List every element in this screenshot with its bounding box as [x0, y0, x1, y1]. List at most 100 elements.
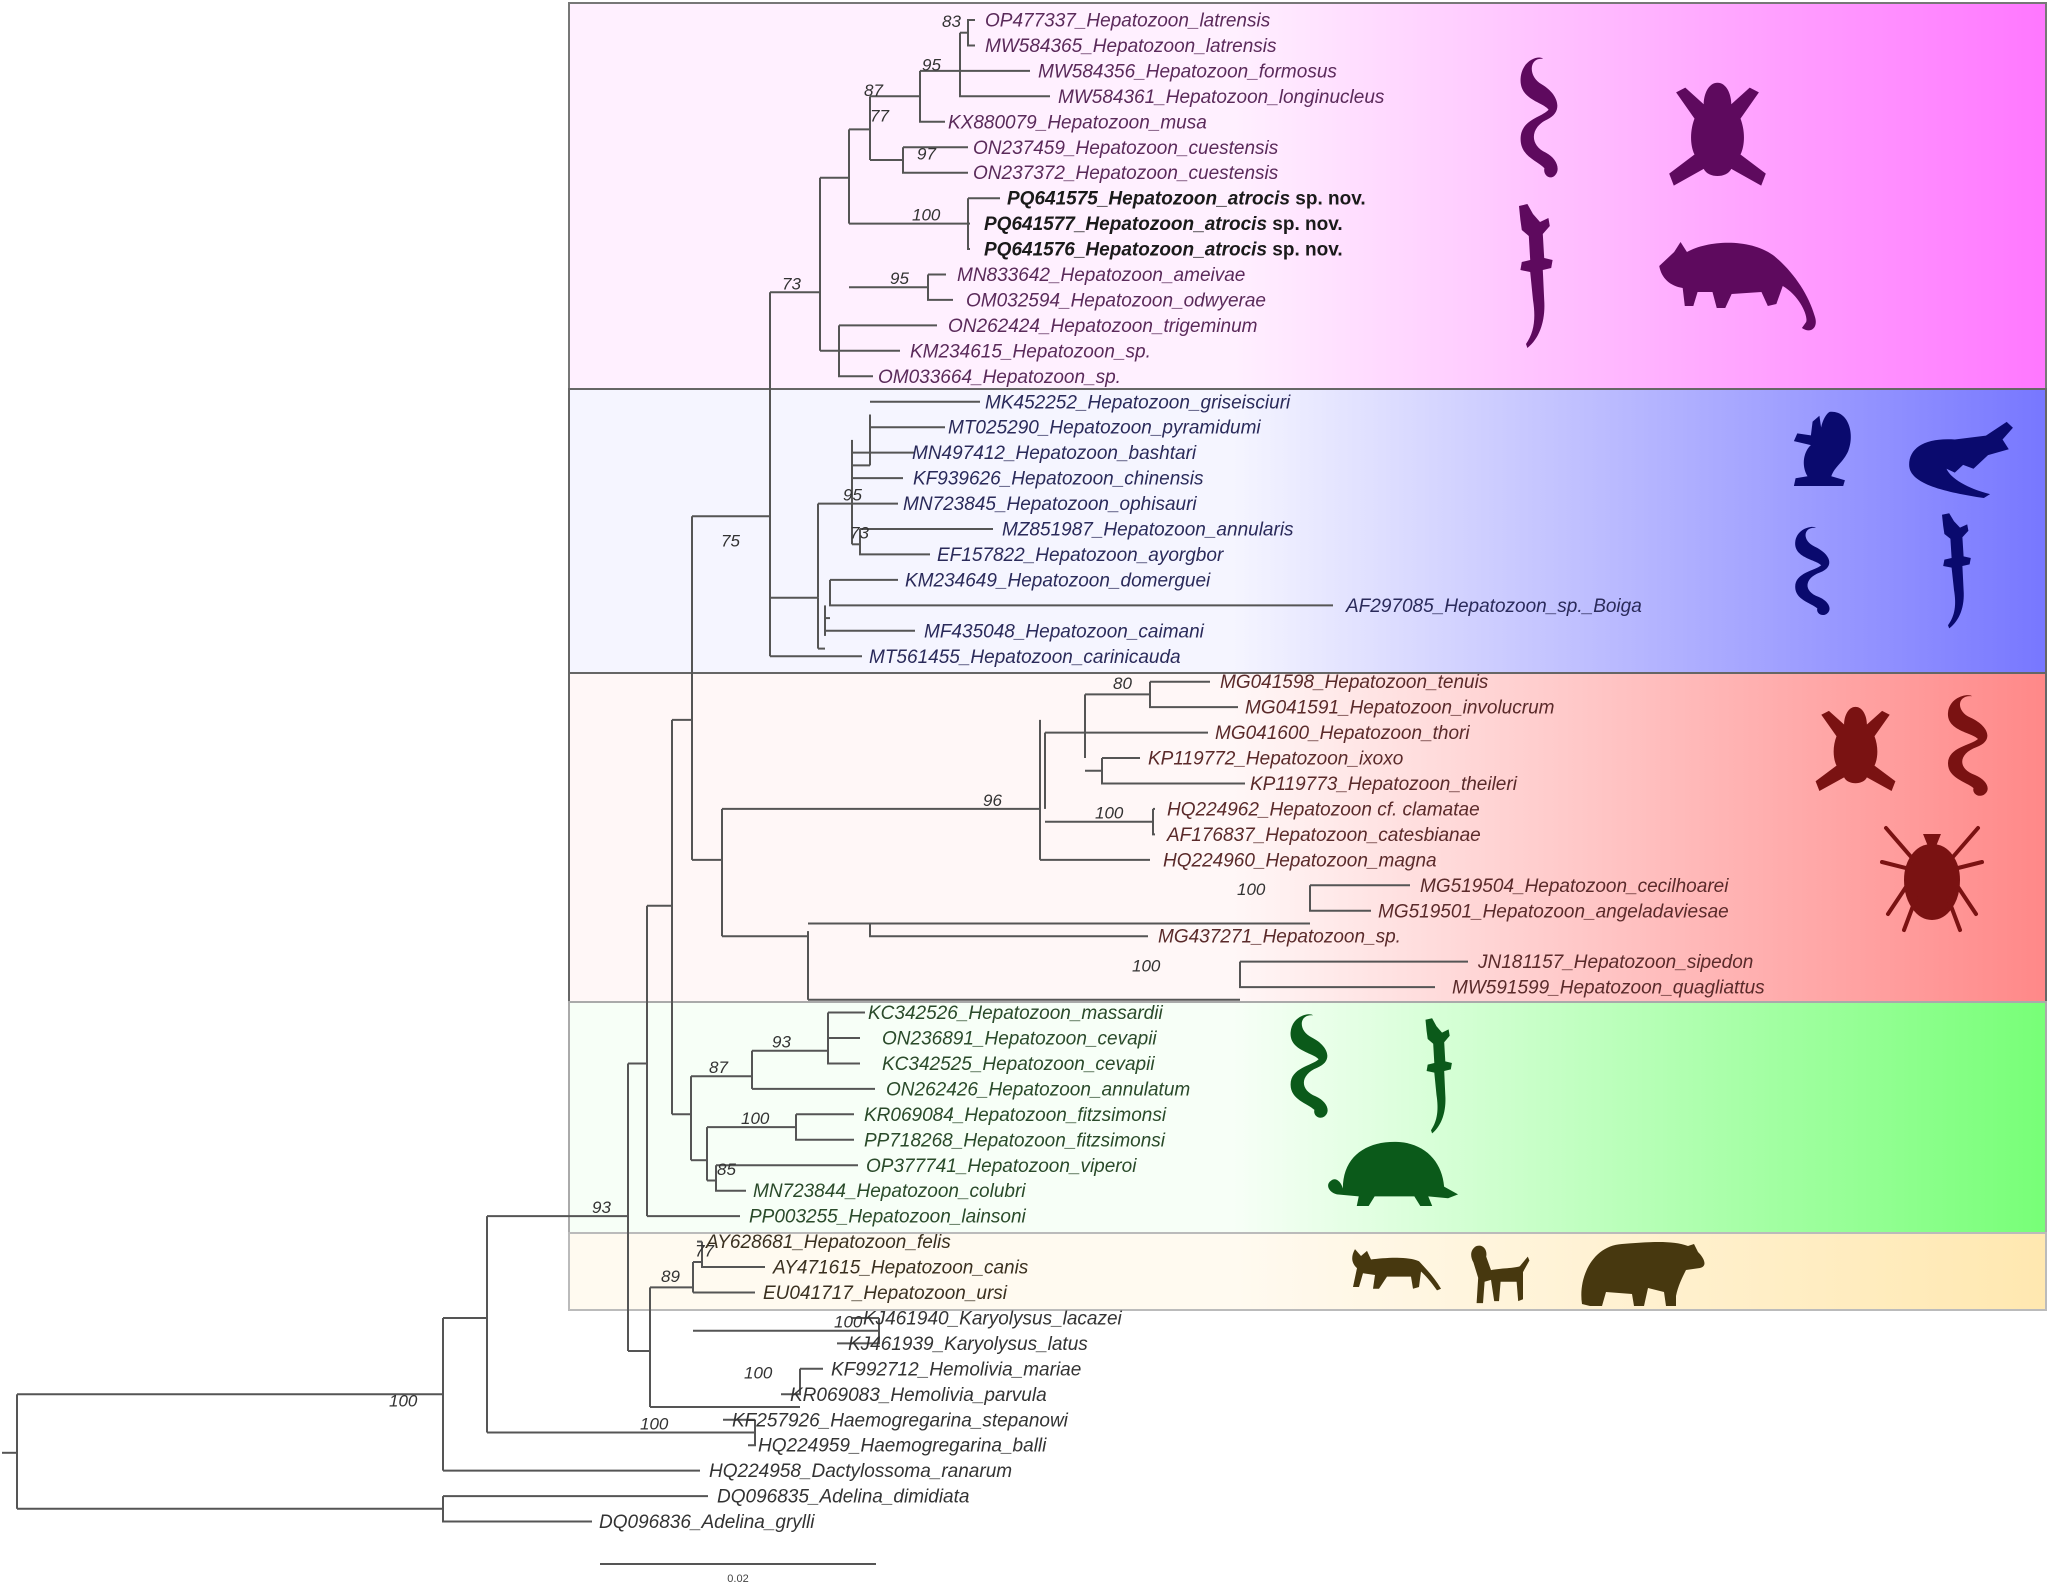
support-value: 77 [695, 1241, 714, 1260]
branch [927, 274, 953, 301]
leaf-label: PP003255_Hepatozoon_lainsoni [749, 1207, 1027, 1228]
leaf-label: MG437271_Hepatozoon_sp. [1158, 927, 1401, 948]
leaf-label: KF939626_Hepatozoon_chinensis [913, 469, 1204, 490]
support-value: 87 [709, 1058, 728, 1077]
leaf-label: DQ096835_Adelina_dimidiata [717, 1487, 969, 1508]
leaf-label: MN497412_Hepatozoon_bashtari [912, 443, 1197, 464]
lizard-icon [1942, 513, 1971, 629]
snake-icon [1520, 57, 1558, 178]
squirrel-icon [1793, 411, 1851, 487]
support-value: 100 [834, 1313, 863, 1332]
leaf-label: PQ641575_Hepatozoon_atrocis sp. nov. [1007, 189, 1366, 210]
support-value: 73 [850, 524, 869, 543]
branch [1149, 681, 1238, 709]
leaf-label: AF297085_Hepatozoon_sp._Boiga [1345, 596, 1642, 617]
leaf-label: KC342526_Hepatozoon_massardii [868, 1003, 1163, 1024]
leaf-label: MN833642_Hepatozoon_ameivae [957, 265, 1245, 286]
scale-bar: 0.02 [600, 1563, 876, 1585]
leaf-label: EU041717_Hepatozoon_ursi [763, 1283, 1008, 1304]
support-value: 100 [640, 1415, 669, 1434]
snake-icon [1795, 526, 1830, 616]
leaf-label: ON237459_Hepatozoon_cuestensis [973, 138, 1279, 159]
tortoise-icon [1328, 1141, 1459, 1207]
branch [829, 579, 1333, 607]
support-value: 87 [864, 81, 883, 100]
leaf-label: AY628681_Hepatozoon_felis [705, 1232, 951, 1253]
support-value: 75 [721, 531, 740, 550]
support-value: 89 [661, 1267, 680, 1286]
leaf-label: KF992712_Hemolivia_mariae [831, 1359, 1081, 1380]
leaf-label: HQ224958_Dactylossoma_ranarum [709, 1461, 1012, 1482]
lizard-icon [1425, 1018, 1452, 1134]
branch [838, 325, 873, 378]
leaf-label: KX880079_Hepatozoon_musa [948, 112, 1207, 133]
leaf-labels: OP477337_Hepatozoon_latrensis MW584365_He… [599, 11, 1765, 1534]
leaf-label: ON237372_Hepatozoon_cuestensis [973, 163, 1279, 184]
leaf-label: HQ224962_Hepatozoon cf. clamatae [1167, 799, 1480, 820]
leaf-label: HQ224959_Haemogregarina_balli [758, 1436, 1047, 1457]
branch [827, 1012, 860, 1065]
support-value: 95 [843, 486, 862, 505]
dog-icon [1471, 1245, 1530, 1304]
leaf-label: HQ224960_Hepatozoon_magna [1163, 850, 1437, 871]
support-value: 95 [922, 55, 941, 74]
support-value: 100 [741, 1109, 770, 1128]
leaf-label: JN181157_Hepatozoon_sipedon [1477, 952, 1753, 973]
leaf-label: PP718268_Hepatozoon_fitzsimonsi [864, 1130, 1166, 1151]
scale-bar-label: 0.02 [727, 1573, 748, 1585]
opossum-icon [1659, 242, 1816, 331]
leaf-label: KP119773_Hepatozoon_theileri [1250, 774, 1518, 795]
leaf-label: MN723845_Hepatozoon_ophisauri [903, 494, 1197, 515]
support-value: 80 [1113, 674, 1132, 693]
clade-box-magenta [568, 2, 2047, 390]
tick-icon [1880, 826, 1984, 932]
leaf-label: KM234615_Hepatozoon_sp. [910, 341, 1151, 362]
leaf-label: MW584361_Hepatozoon_longinucleus [1058, 87, 1385, 108]
leaf-label: DQ096836_Adelina_grylli [599, 1512, 815, 1533]
leaf-label: AF176837_Hepatozoon_catesbianae [1166, 825, 1481, 846]
leaf-label: MZ851987_Hepatozoon_annularis [1002, 520, 1294, 541]
frog-icon [1815, 706, 1896, 792]
leaf-label: PQ641576_Hepatozoon_atrocis sp. nov. [984, 240, 1343, 261]
leaf-label: MW584365_Hepatozoon_latrensis [985, 36, 1277, 57]
support-value: 100 [744, 1364, 773, 1383]
branch [701, 1241, 765, 1268]
lizard-icon [1519, 204, 1553, 348]
snake-icon [1290, 1014, 1328, 1118]
leaf-label: MG519501_Hepatozoon_angeladaviesae [1378, 901, 1729, 922]
host-icons [1290, 57, 2013, 1306]
branch [1239, 961, 1435, 989]
leaf-label: OP377741_Hepatozoon_viperoi [866, 1156, 1137, 1177]
leaf-label: KF257926_Haemogregarina_stepanowi [732, 1410, 1069, 1431]
leaf-label: AY471615_Hepatozoon_canis [772, 1258, 1029, 1279]
support-value: 100 [389, 1392, 418, 1411]
leaf-label: MF435048_Hepatozoon_caimani [924, 621, 1205, 642]
leaf-label: EF157822_Hepatozoon_ayorgbor [937, 545, 1224, 566]
tree-branches [2, 19, 1468, 1523]
leaf-label: MG041600_Hepatozoon_thori [1215, 723, 1470, 744]
cat-icon [1352, 1249, 1441, 1291]
branch [1309, 885, 1371, 912]
support-value: 100 [1095, 804, 1124, 823]
leaf-label: MG041598_Hepatozoon_tenuis [1220, 672, 1489, 693]
branch [859, 529, 930, 556]
branch [967, 198, 970, 250]
leaf-label: MW591599_Hepatozoon_quagliattus [1452, 978, 1765, 999]
branch [1101, 758, 1245, 785]
leaf-label: ON262426_Hepatozoon_annulatum [886, 1079, 1190, 1100]
leaf-label: MW584356_Hepatozoon_formosus [1038, 61, 1337, 82]
leaf-label: MT025290_Hepatozoon_pyramidumi [948, 418, 1261, 439]
support-value: 93 [772, 1033, 791, 1052]
frog-icon [1669, 82, 1766, 186]
support-value: 97 [917, 145, 936, 164]
leaf-label: KP119772_Hepatozoon_ixoxo [1148, 749, 1403, 770]
branch [442, 1496, 592, 1523]
support-value: 77 [870, 106, 889, 125]
branch [795, 1114, 854, 1141]
clade-box-beige [568, 1232, 2047, 1311]
leaf-label: ON262424_Hepatozoon_trigeminum [948, 316, 1257, 337]
leaf-label: OM033664_Hepatozoon_sp. [878, 367, 1121, 388]
snake-icon [1947, 695, 1988, 796]
bear-icon [1581, 1242, 1705, 1306]
